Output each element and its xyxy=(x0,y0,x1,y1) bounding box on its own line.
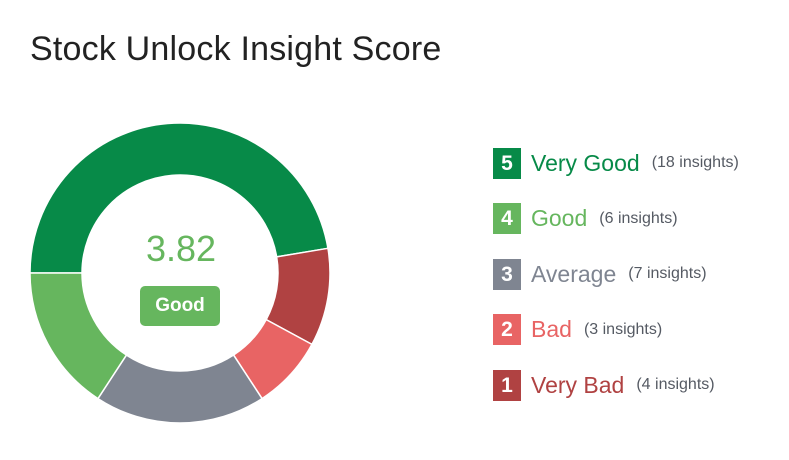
legend-count: (3 insights) xyxy=(583,320,663,338)
donut-slice-very-good xyxy=(29,122,329,274)
legend-rating-number: 2 xyxy=(493,314,521,345)
legend-count: (6 insights) xyxy=(599,209,678,227)
average-score: 3.82 xyxy=(145,228,217,269)
legend-item: 4 Good (6 insights) xyxy=(493,201,739,237)
legend-count: (18 insights) xyxy=(651,154,739,171)
legend-label: Average xyxy=(531,260,617,287)
legend-rating-number: 4 xyxy=(493,203,521,234)
score-badge: Good xyxy=(140,286,220,326)
donut-chart xyxy=(29,122,331,424)
legend-count: (7 insights) xyxy=(628,265,707,282)
legend-item: 5 Very Good (18 insights) xyxy=(493,145,739,181)
legend-label: Very Good xyxy=(531,149,640,176)
legend-rating-number: 3 xyxy=(493,258,521,290)
legend-label: Good xyxy=(531,205,588,231)
chart-title: Stock Unlock Insight Score xyxy=(30,30,442,68)
legend-label: Very Bad xyxy=(531,371,625,398)
legend-label: Bad xyxy=(531,316,572,342)
legend-rating-number: 5 xyxy=(493,147,521,179)
donut-slice-good xyxy=(29,272,128,400)
legend-rating-number: 1 xyxy=(493,369,521,401)
legend-item: 2 Bad (3 insights) xyxy=(493,312,739,348)
legend-item: 3 Average (7 insights) xyxy=(493,256,739,292)
legend-count: (4 insights) xyxy=(636,376,715,393)
donut-slice-average xyxy=(96,354,264,424)
legend-item: 1 Very Bad (4 insights) xyxy=(493,367,739,403)
legend: 5 Very Good (18 insights) 4 Good (6 insights)… xyxy=(493,145,739,423)
